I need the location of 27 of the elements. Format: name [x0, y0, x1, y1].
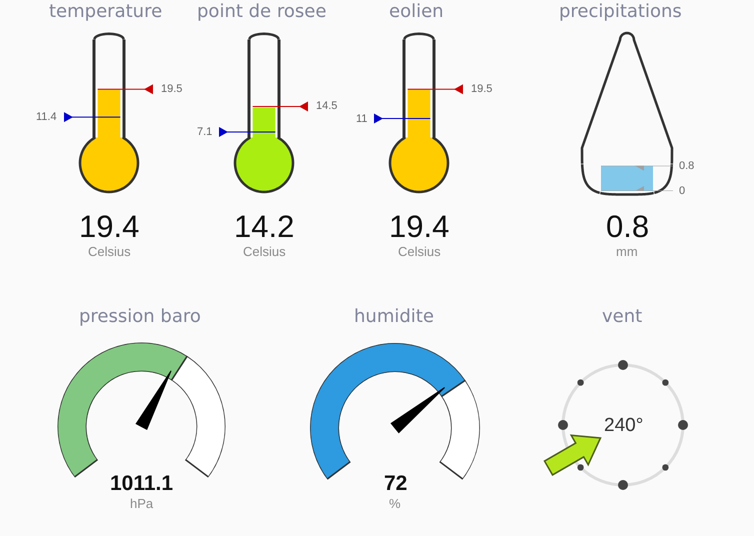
- text: vent: [602, 306, 642, 327]
- ref-line-label: 0.8: [679, 160, 694, 172]
- data-label: 19.4: [389, 209, 450, 244]
- chart-title: humidite: [354, 306, 434, 327]
- x-axis-title: Celsius: [88, 244, 132, 259]
- ref-line-label: 14.5: [316, 100, 338, 112]
- ref-line-label: 0: [679, 185, 686, 197]
- chart-title: precipitations: [559, 1, 682, 22]
- ref-line-label: 11: [356, 113, 368, 125]
- text: 1011.1: [110, 472, 174, 495]
- x-axis-title: Celsius: [398, 244, 442, 259]
- chart-title: point de rosee: [197, 1, 326, 22]
- ref-line-label: 7.1: [197, 126, 212, 138]
- ref-line-label: 11.4: [36, 111, 57, 123]
- chart-title: pression baro: [79, 306, 201, 327]
- x-axis-title: Celsius: [243, 244, 286, 259]
- chart-title: temperature: [49, 1, 162, 22]
- x-axis-title: mm: [616, 244, 638, 259]
- text: %: [389, 496, 401, 511]
- ref-line-label: 19.5: [471, 83, 492, 95]
- data-label: 0.8: [606, 209, 650, 244]
- text: 72: [384, 472, 408, 495]
- text: hPa: [130, 496, 154, 511]
- chart-title: eolien: [389, 1, 444, 22]
- data-label: 19.4: [79, 209, 140, 244]
- data-label: 14.2: [234, 209, 294, 244]
- ref-line-label: 19.5: [161, 83, 182, 95]
